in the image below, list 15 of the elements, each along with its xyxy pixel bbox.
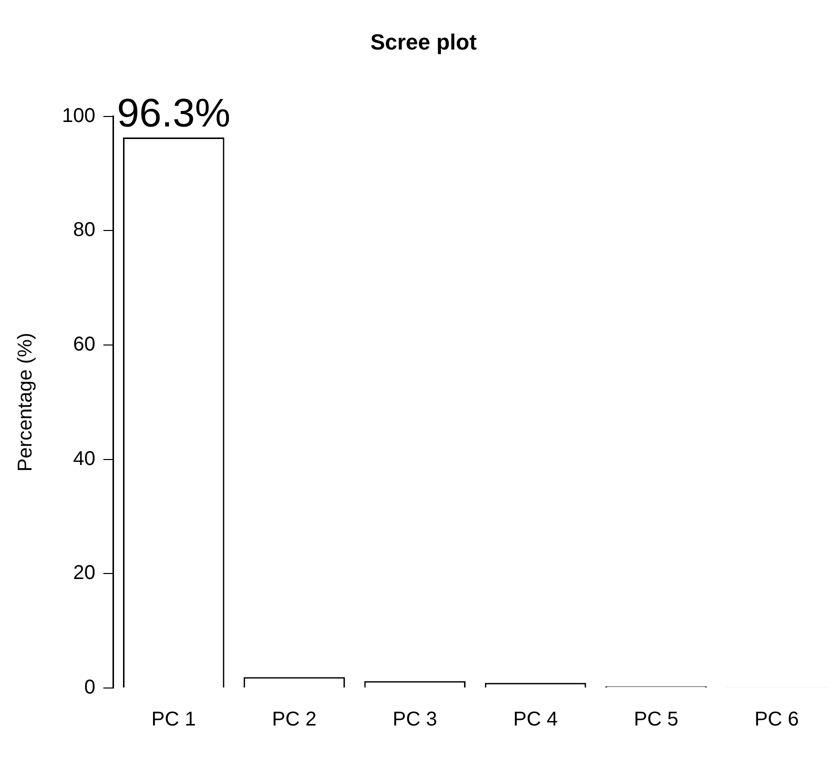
y-tick-label: 20 xyxy=(73,562,96,584)
x-tick-label: PC 5 xyxy=(634,708,678,731)
y-tick-label: 80 xyxy=(73,219,96,242)
y-tick-label: 0 xyxy=(84,676,96,699)
data-label: 96.3% xyxy=(116,92,230,136)
x-tick-label: PC 3 xyxy=(392,708,438,731)
y-tick-label: 40 xyxy=(73,448,96,470)
x-tick-label: PC 6 xyxy=(754,708,799,731)
x-tick-label: PC 4 xyxy=(513,708,558,731)
y-tick-label: 60 xyxy=(73,334,96,356)
y-tick-label: 100 xyxy=(62,104,96,127)
y-axis-title: Percentage (%) xyxy=(14,332,37,472)
x-tick-label: PC 1 xyxy=(151,708,196,731)
x-tick-label: PC 2 xyxy=(272,708,317,731)
chart-title: Scree plot xyxy=(370,29,478,54)
